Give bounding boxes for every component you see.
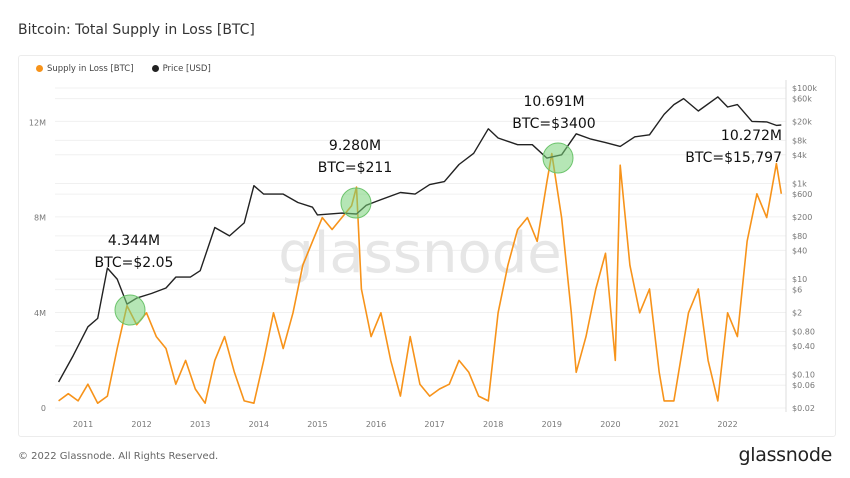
highlight-circle (340, 187, 372, 219)
annotation-price: BTC=$3400 (512, 116, 595, 132)
x-tick-label: 2013 (190, 420, 210, 429)
x-tick-label: 2019 (542, 420, 562, 429)
chart-title: Bitcoin: Total Supply in Loss [BTC] (18, 22, 255, 38)
legend-label: Supply in Loss [BTC] (47, 64, 134, 74)
right-tick-label: $80 (792, 232, 807, 241)
left-tick-label: 4M (34, 309, 46, 318)
watermark: glassnode (278, 221, 562, 286)
x-tick-label: 2015 (307, 420, 327, 429)
right-tick-label: $100k (792, 84, 817, 93)
annotation-price: BTC=$211 (318, 160, 392, 176)
x-tick-label: 2018 (483, 420, 503, 429)
right-tick-label: $2 (792, 308, 802, 317)
x-tick-label: 2016 (366, 420, 386, 429)
right-tick-label: $0.40 (792, 342, 815, 351)
right-tick-label: $8k (792, 136, 807, 145)
right-tick-label: $0.06 (792, 381, 815, 390)
glassnode-logo: glassnode (738, 444, 833, 466)
left-tick-label: 8M (34, 214, 46, 223)
supply-in-loss-line (58, 152, 783, 405)
x-tick-label: 2011 (73, 420, 93, 429)
x-tick-label: 2017 (424, 420, 444, 429)
right-tick-label: $20k (792, 117, 812, 126)
annotation-supply: 10.272M (721, 128, 782, 144)
x-tick-label: 2022 (717, 420, 737, 429)
right-tick-label: $200 (792, 213, 812, 222)
right-tick-label: $0.10 (792, 371, 815, 380)
right-tick-label: $60k (792, 95, 812, 104)
price-line (57, 96, 782, 383)
annotation-supply: 4.344M (108, 233, 160, 249)
legend: Supply in Loss [BTC] Price [USD] (36, 64, 211, 74)
highlight-circle (114, 294, 146, 326)
right-tick-label: $0.02 (792, 404, 815, 413)
orange-dot-icon (36, 65, 43, 72)
annotation-supply: 9.280M (329, 138, 381, 154)
left-tick-label: 0 (41, 404, 46, 413)
chart-panel (18, 55, 836, 437)
legend-item-supply[interactable]: Supply in Loss [BTC] (36, 64, 134, 74)
right-tick-label: $10 (792, 275, 807, 284)
right-tick-label: $600 (792, 190, 812, 199)
left-tick-label: 12M (29, 118, 46, 127)
annotation-price: BTC=$15,797 (685, 150, 782, 166)
highlight-circle (542, 142, 574, 174)
x-tick-label: 2012 (131, 420, 151, 429)
x-tick-label: 2014 (249, 420, 269, 429)
annotation-price: BTC=$2.05 (95, 255, 174, 271)
x-tick-label: 2020 (600, 420, 620, 429)
right-tick-label: $6 (792, 286, 802, 295)
annotation-supply: 10.691M (523, 94, 584, 110)
right-tick-label: $1k (792, 180, 807, 189)
right-tick-label: $40 (792, 246, 807, 255)
x-tick-label: 2021 (659, 420, 679, 429)
legend-item-price[interactable]: Price [USD] (151, 64, 211, 74)
black-dot-icon (151, 65, 159, 72)
right-tick-label: $4k (792, 151, 807, 160)
right-tick-label: $0.80 (792, 327, 815, 336)
copyright: © 2022 Glassnode. All Rights Reserved. (18, 451, 219, 462)
legend-label: Price [USD] (162, 64, 211, 74)
